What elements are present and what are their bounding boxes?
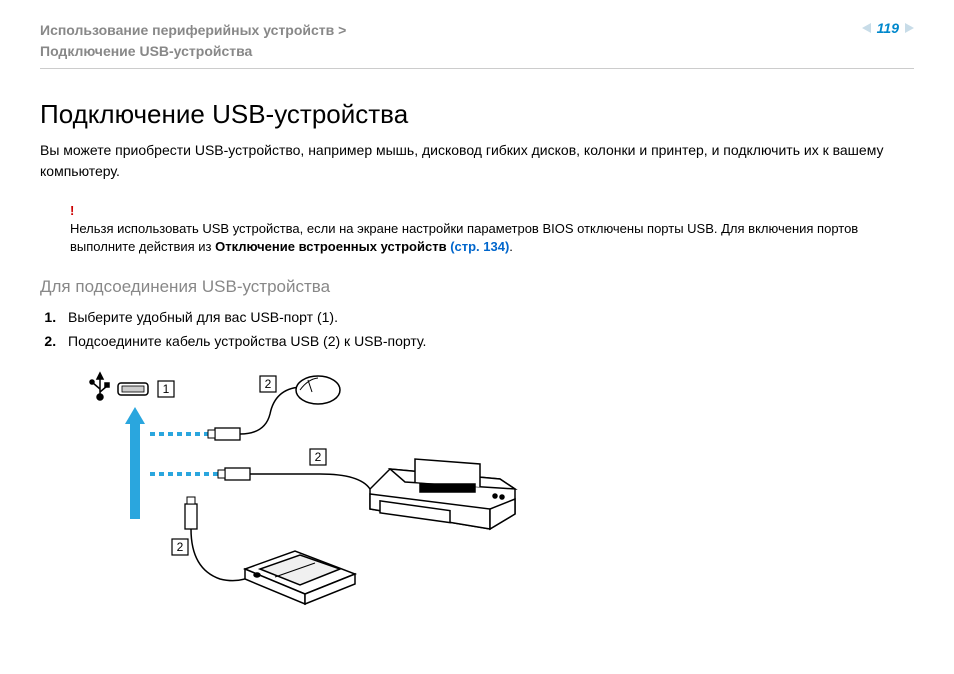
warning-after: .: [509, 239, 513, 254]
warning-bold: Отключение встроенных устройств: [215, 239, 450, 254]
steps-list: Выберите удобный для вас USB-порт (1). П…: [40, 309, 914, 349]
breadcrumb: Использование периферийных устройств > П…: [40, 20, 346, 62]
header: Использование периферийных устройств > П…: [40, 20, 914, 69]
warning-block: ! Нельзя использовать USB устройства, ес…: [70, 202, 914, 257]
arrow-icon: [125, 407, 145, 519]
step-item: Выберите удобный для вас USB-порт (1).: [60, 309, 914, 325]
breadcrumb-line1: Использование периферийных устройств >: [40, 22, 346, 38]
pager: 119: [862, 20, 914, 36]
prev-page-icon[interactable]: [862, 23, 871, 33]
next-page-icon[interactable]: [905, 23, 914, 33]
page-title: Подключение USB-устройства: [40, 99, 914, 130]
intro-text: Вы можете приобрести USB-устройство, нап…: [40, 140, 914, 182]
subheading: Для подсоединения USB-устройства: [40, 277, 914, 297]
page-number: 119: [877, 20, 899, 36]
usb-diagram: 1 2: [70, 369, 914, 624]
warning-icon: !: [70, 203, 74, 218]
label-1: 1: [163, 382, 170, 396]
label-2: 2: [177, 540, 184, 554]
step-item: Подсоедините кабель устройства USB (2) к…: [60, 333, 914, 349]
breadcrumb-line2: Подключение USB-устройства: [40, 43, 252, 59]
warning-link[interactable]: (стр. 134): [450, 239, 509, 254]
label-2: 2: [265, 377, 272, 391]
label-2: 2: [315, 450, 322, 464]
